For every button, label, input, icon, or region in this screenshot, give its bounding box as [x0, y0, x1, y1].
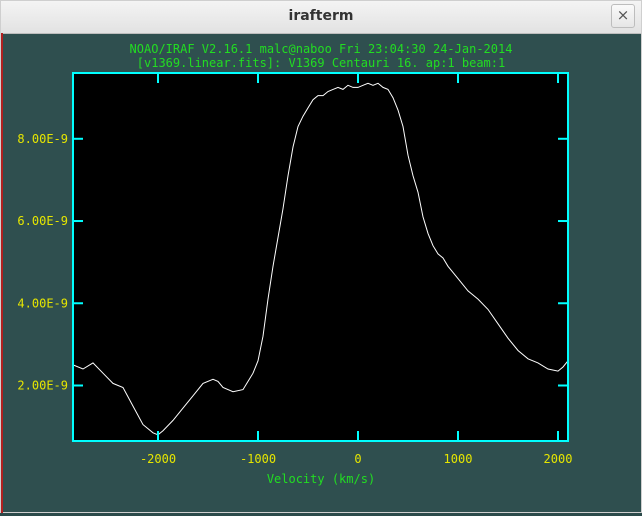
y-tick-label: 6.00E-9	[17, 214, 68, 228]
x-tick-label: 1000	[444, 452, 473, 466]
spectrum-trace	[72, 82, 569, 436]
y-axis-ticks: 2.00E-9 4.00E-9 6.00E-9 8.00E-9	[17, 132, 568, 392]
x-tick-label: -1000	[240, 452, 276, 466]
trace-group	[72, 82, 569, 436]
x-tick-label: 0	[354, 452, 361, 466]
window-border-left	[1, 33, 3, 513]
window-title: irafterm	[288, 8, 354, 24]
y-tick-label: 4.00E-9	[17, 296, 68, 310]
plot-frame	[72, 72, 569, 442]
title-bar[interactable]: irafterm ×	[1, 1, 641, 34]
close-button[interactable]: ×	[611, 4, 635, 28]
y-tick-label: 8.00E-9	[17, 132, 68, 146]
x-axis-ticks: -2000 -1000 0 1000 2000	[140, 73, 573, 466]
y-tick-label: 2.00E-9	[17, 378, 68, 392]
x-axis-label: Velocity (km/s)	[267, 472, 375, 486]
spectrum-plot: NOAO/IRAF V2.16.1 malc@naboo Fri 23:04:3…	[17, 42, 573, 486]
header-line-1: NOAO/IRAF V2.16.1 malc@naboo Fri 23:04:3…	[130, 42, 513, 56]
plot-background	[73, 73, 568, 441]
plot-canvas: NOAO/IRAF V2.16.1 malc@naboo Fri 23:04:3…	[3, 34, 641, 512]
header-line-2: [v1369.linear.fits]: V1369 Centauri 16. …	[137, 56, 505, 70]
x-tick-label: 2000	[544, 452, 573, 466]
x-tick-label: -2000	[140, 452, 176, 466]
